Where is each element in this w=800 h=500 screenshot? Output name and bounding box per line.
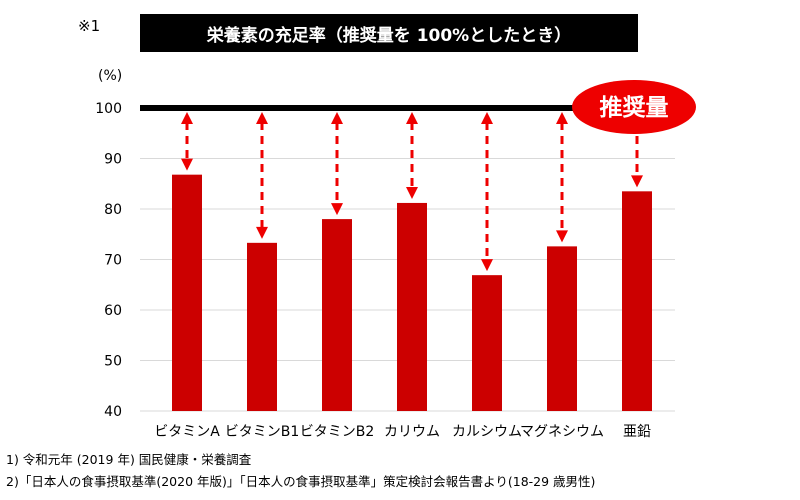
y-tick-label: 60 bbox=[104, 303, 122, 319]
bar bbox=[472, 275, 502, 411]
gap-arrow-head-up bbox=[481, 112, 493, 124]
gap-arrow-head-down bbox=[331, 203, 343, 216]
y-tick-label: 90 bbox=[104, 152, 122, 168]
bar bbox=[397, 202, 427, 411]
y-tick-label: 50 bbox=[104, 354, 122, 370]
footnote-source-1: 1) 令和元年 (2019 年) 国民健康・栄養調査 bbox=[6, 452, 252, 467]
y-tick-label: 70 bbox=[104, 253, 122, 269]
y-tick-label: 40 bbox=[104, 404, 122, 420]
chart-title: 栄養素の充足率（推奨量を 100%としたとき） bbox=[140, 14, 638, 52]
footnote-source-2: 2)「日本人の食事摂取基準(2020 年版)」「日本人の食事摂取基準」策定検討会… bbox=[6, 474, 596, 489]
x-tick-label: 亜鉛 bbox=[623, 424, 651, 440]
y-tick-label: 80 bbox=[104, 202, 122, 218]
x-tick-label: ビタミンB2 bbox=[300, 424, 375, 440]
gap-arrow-head-up bbox=[256, 112, 268, 124]
x-tick-label: マグネシウム bbox=[520, 424, 604, 440]
gap-arrow-head-down bbox=[256, 226, 268, 239]
recommended-amount-label: 推奨量 bbox=[600, 95, 669, 121]
bar bbox=[247, 242, 277, 411]
gap-arrow-head-down bbox=[181, 158, 193, 171]
bar bbox=[547, 246, 577, 411]
bar bbox=[622, 191, 652, 411]
gap-arrows bbox=[181, 112, 643, 272]
recommended-amount-badge bbox=[572, 80, 696, 134]
y-axis-unit-label: (%) bbox=[98, 68, 123, 84]
gap-arrow-head-up bbox=[556, 112, 568, 124]
x-tick-label: ビタミンA bbox=[154, 424, 220, 440]
y-tick-label: 100 bbox=[95, 101, 122, 117]
gap-arrow-head-down bbox=[631, 175, 643, 188]
gap-arrow-head-up bbox=[331, 112, 343, 124]
gap-arrow-head-up bbox=[181, 112, 193, 124]
gap-arrow-head-up bbox=[406, 112, 418, 124]
bar bbox=[172, 174, 202, 411]
gap-arrow-head-down bbox=[406, 186, 418, 199]
y-axis-ticks: 40 50 60 70 80 90 100 bbox=[95, 101, 122, 420]
reference-line-group: 推奨量 bbox=[140, 80, 696, 134]
x-tick-label: カリウム bbox=[384, 424, 440, 440]
bar bbox=[322, 219, 352, 411]
bars bbox=[172, 174, 652, 411]
x-tick-label: ビタミンB1 bbox=[225, 424, 300, 440]
footnote-marker: ※1 bbox=[78, 17, 101, 35]
gap-arrow-head-down bbox=[556, 230, 568, 243]
x-tick-label: カルシウム bbox=[452, 424, 522, 440]
gap-arrow-head-down bbox=[481, 259, 493, 272]
